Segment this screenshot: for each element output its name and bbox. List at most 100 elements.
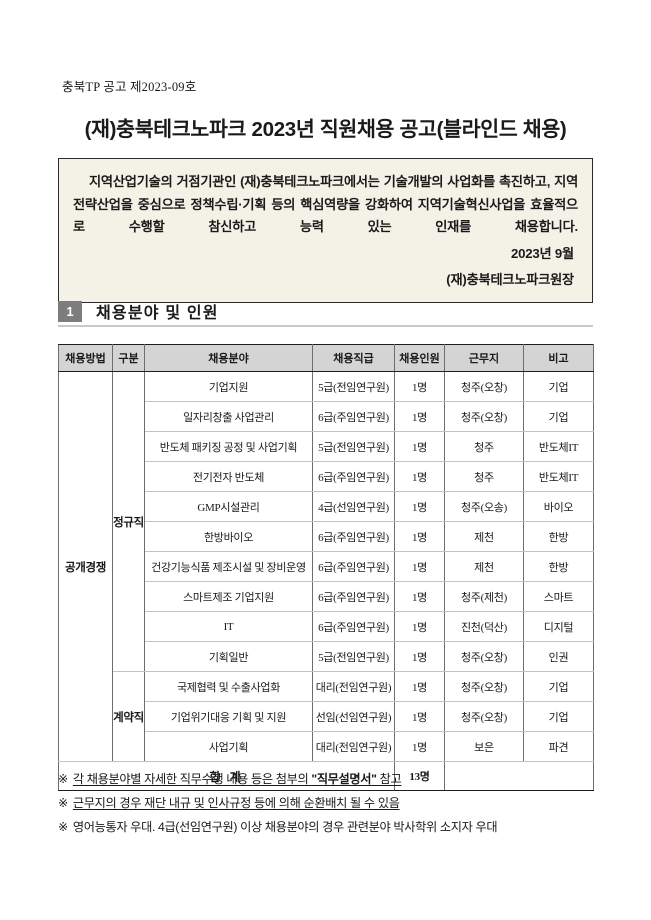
cell-location: 청주(오창)	[444, 701, 524, 732]
footnote-mark: ※	[58, 819, 68, 834]
cell-field: 건강기능식품 제조시설 및 장비운영	[144, 551, 313, 582]
footnote-text: 근무지의 경우 재단 내규 및 인사규정 등에 의해 순환배치 될 수 있음	[72, 795, 400, 810]
cell-location: 청주(오송)	[444, 491, 524, 522]
table-row: 반도체 패키징 공정 및 사업기획 5급(전임연구원) 1명 청주 반도체IT	[59, 431, 594, 462]
col-header-method: 채용방법	[58, 344, 113, 372]
cell-count: 1명	[394, 701, 445, 732]
page-title: (재)충북테크노파크 2023년 직원채용 공고(블라인드 채용)	[84, 118, 567, 141]
cell-location: 청주	[444, 431, 524, 462]
cell-rank: 대리(전임연구원)	[312, 731, 395, 762]
recruitment-table: 채용방법 구분 채용분야 채용직급 채용인원 근무지 비고 공개경쟁 정규직 기업지…	[58, 344, 594, 791]
cell-location: 청주(오창)	[444, 641, 524, 672]
intro-body: 지역산업기술의 거점기관인 (재)충북테크노파크에서는 기술개발의 사업화를 촉…	[73, 174, 578, 235]
footnote-text: 각 채용분야별 자세한 직무수행 내용 등은 첨부의 "직무설명서" 참고	[72, 772, 402, 786]
cell-location: 제천	[444, 551, 524, 582]
cell-location: 청주	[444, 461, 524, 492]
cell-count: 1명	[394, 671, 445, 702]
cell-rank: 5급(전임연구원)	[312, 371, 395, 402]
table-head: 채용방법 구분 채용분야 채용직급 채용인원 근무지 비고	[58, 344, 594, 372]
cell-note: 인권	[523, 641, 594, 672]
col-header-field: 채용분야	[144, 344, 313, 372]
cell-count: 1명	[394, 371, 445, 402]
table-row: 기업위기대응 기획 및 지원 선임(선임연구원) 1명 청주(오창) 기업	[59, 701, 594, 732]
table-row: 스마트제조 기업지원 6급(주임연구원) 1명 청주(제천) 스마트	[59, 581, 594, 612]
cell-field: 반도체 패키징 공정 및 사업기획	[144, 431, 313, 462]
cell-rank: 선임(선임연구원)	[312, 701, 395, 732]
col-header-note: 비고	[523, 344, 594, 372]
footnote: ※ 근무지의 경우 재단 내규 및 인사규정 등에 의해 순환배치 될 수 있음	[58, 792, 628, 816]
footnote-text-pre: 각 채용분야별 자세한 직무수행 내용 등은 첨부의	[72, 772, 312, 786]
cell-field: 일자리창출 사업관리	[144, 401, 313, 432]
table-body: 공개경쟁 정규직 기업지원 5급(전임연구원) 1명 청주(오창) 기업 일자리창출 사업관리…	[58, 371, 594, 791]
cell-field: 사업기획	[144, 731, 313, 762]
cell-note: 기업	[523, 701, 594, 732]
table-total-row: 합 계 13명	[58, 761, 594, 791]
footnote-text: 영어능통자 우대. 4급(선임연구원) 이상 채용분야의 경우 관련분야 박사학…	[72, 819, 498, 834]
cell-note: 한방	[523, 551, 594, 582]
cell-field: GMP시설관리	[144, 491, 313, 522]
cell-count: 1명	[394, 611, 445, 642]
cell-total-blank	[444, 761, 594, 791]
table-row: 건강기능식품 제조시설 및 장비운영 6급(주임연구원) 1명 제천 한방	[59, 551, 594, 582]
cell-field: 한방바이오	[144, 521, 313, 552]
cell-rank: 6급(주임연구원)	[312, 401, 395, 432]
intro-box: 지역산업기술의 거점기관인 (재)충북테크노파크에서는 기술개발의 사업화를 촉…	[58, 158, 593, 303]
section-title: 채용분야 및 인원	[96, 305, 219, 322]
footnote-emphasis: "직무설명서"	[311, 772, 377, 786]
cell-rank: 6급(주임연구원)	[312, 611, 395, 642]
section-divider	[58, 325, 593, 327]
table-row: 한방바이오 6급(주임연구원) 1명 제천 한방	[59, 521, 594, 552]
section-number-badge: 1	[58, 301, 82, 322]
cell-count: 1명	[394, 731, 445, 762]
cell-count: 1명	[394, 521, 445, 552]
footnote: ※ 각 채용분야별 자세한 직무수행 내용 등은 첨부의 "직무설명서" 참고	[58, 768, 628, 792]
col-header-count: 채용인원	[394, 344, 445, 372]
cell-note: 기업	[523, 371, 594, 402]
section-heading: 1 채용분야 및 인원	[58, 299, 593, 329]
footnote-mark: ※	[58, 795, 68, 810]
cell-recruit-method: 공개경쟁	[58, 371, 113, 762]
cell-location: 진천(덕산)	[444, 611, 524, 642]
cell-location: 보은	[444, 731, 524, 762]
cell-note: 반도체IT	[523, 461, 594, 492]
cell-note: 스마트	[523, 581, 594, 612]
cell-note: 기업	[523, 671, 594, 702]
cell-field: 국제협력 및 수출사업화	[144, 671, 313, 702]
cell-division: 계약직	[112, 671, 145, 762]
cell-rank: 6급(주임연구원)	[312, 521, 395, 552]
footnote-list: ※ 각 채용분야별 자세한 직무수행 내용 등은 첨부의 "직무설명서" 참고 ※ 근…	[58, 768, 628, 839]
cell-field: 스마트제조 기업지원	[144, 581, 313, 612]
table-row: GMP시설관리 4급(선임연구원) 1명 청주(오송) 바이오	[59, 491, 594, 522]
cell-field: 기획일반	[144, 641, 313, 672]
cell-field: IT	[144, 611, 313, 642]
cell-count: 1명	[394, 551, 445, 582]
cell-count: 1명	[394, 491, 445, 522]
col-header-division: 구분	[112, 344, 145, 372]
cell-rank: 6급(주임연구원)	[312, 551, 395, 582]
cell-note: 기업	[523, 401, 594, 432]
cell-total-label: 합 계	[58, 761, 395, 791]
cell-note: 반도체IT	[523, 431, 594, 462]
cell-rank: 4급(선임연구원)	[312, 491, 395, 522]
table-row: 일자리창출 사업관리 6급(주임연구원) 1명 청주(오창) 기업	[59, 401, 594, 432]
table-header-row: 채용방법 구분 채용분야 채용직급 채용인원 근무지 비고	[58, 344, 594, 372]
cell-location: 청주(오창)	[444, 401, 524, 432]
table-row: IT 6급(주임연구원) 1명 진천(덕산) 디지털	[59, 611, 594, 642]
cell-location: 제천	[444, 521, 524, 552]
table-row: 사업기획 대리(전임연구원) 1명 보은 파견	[59, 731, 594, 762]
footnote: ※ 영어능통자 우대. 4급(선임연구원) 이상 채용분야의 경우 관련분야 박사…	[58, 816, 628, 840]
cell-count: 1명	[394, 641, 445, 672]
cell-count: 1명	[394, 401, 445, 432]
cell-note: 바이오	[523, 491, 594, 522]
cell-field: 기업지원	[144, 371, 313, 402]
cell-rank: 6급(주임연구원)	[312, 581, 395, 612]
cell-count: 1명	[394, 431, 445, 462]
cell-note: 디지털	[523, 611, 594, 642]
cell-field: 전기전자 반도체	[144, 461, 313, 492]
table-row: 전기전자 반도체 6급(주임연구원) 1명 청주 반도체IT	[59, 461, 594, 492]
table-row: 계약직 국제협력 및 수출사업화 대리(전임연구원) 1명 청주(오창) 기업	[59, 671, 594, 762]
cell-location: 청주(오창)	[444, 371, 524, 402]
table-row: 기획일반 5급(전임연구원) 1명 청주(오창) 인권	[59, 641, 594, 672]
cell-note: 한방	[523, 521, 594, 552]
